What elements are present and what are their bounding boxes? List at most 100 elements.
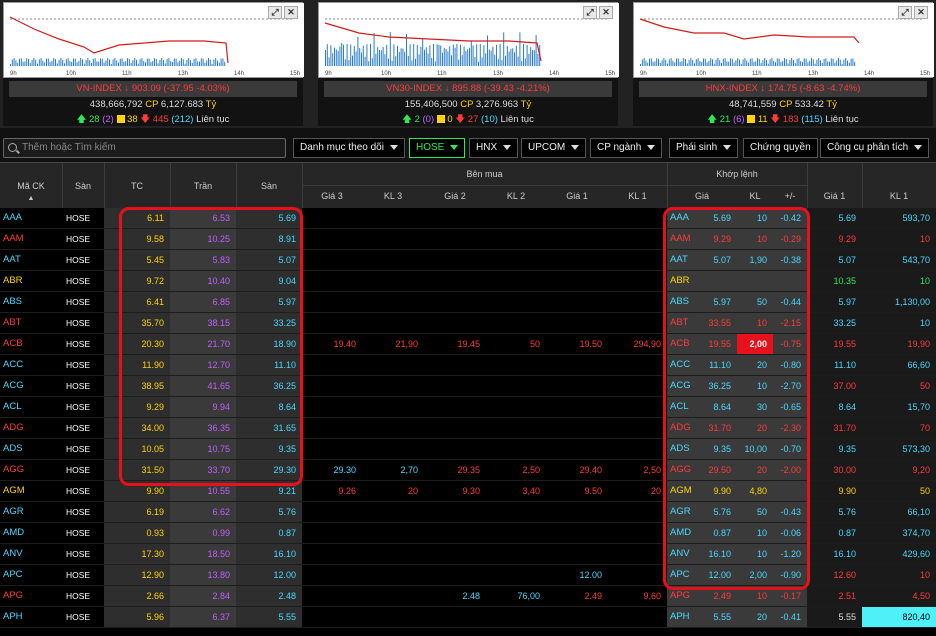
cell-a1: 8.64 [807,397,862,417]
cell-ex: HOSE [66,507,91,517]
close-icon[interactable]: ✕ [284,6,298,19]
cell-match-symbol[interactable]: ACC [667,355,703,375]
cell-match-symbol[interactable]: ACB [667,334,703,354]
table-row[interactable]: APC HOSE 12.90 13.80 12.00 12.00 APC 12.00 2,00-… [0,565,936,586]
table-row[interactable]: ABS HOSE 6.41 6.85 5.97 ABS 5.97 50 -0.44 5.97 1,1… [0,292,936,313]
cell-g3 [302,229,362,249]
cell-k2 [486,439,546,459]
cell-sym[interactable]: ADG [3,422,24,433]
cell-match-symbol[interactable]: ABS [667,292,703,312]
cell-sym[interactable]: ABR [3,275,23,286]
cell-sym[interactable]: ANV [3,548,23,559]
table-row[interactable]: ABR HOSE 9.72 10.40 9.04 ABR 10.35 10 [0,271,936,292]
cell-mp: 5.55 [703,607,737,627]
cell-match-symbol[interactable]: ABT [667,313,703,333]
index-name-bar[interactable]: HNX-INDEX ↓ 174.75 (-8.63 -4.74%) [639,81,927,97]
cell-match-symbol[interactable]: AGG [667,460,703,480]
index-name-bar[interactable]: VN-INDEX ↓ 903.09 (-37.95 -4.03%) [9,81,297,97]
cell-match-symbol[interactable]: AAT [667,250,703,270]
cell-match-symbol[interactable]: ADG [667,418,703,438]
cell-sym[interactable]: AMD [3,527,25,538]
cell-sym[interactable]: ACB [3,338,23,349]
hose-dropdown[interactable]: HOSE [409,138,466,158]
cell-sym[interactable]: ACL [3,401,22,412]
cell-g3 [302,439,362,459]
cell-sym[interactable]: ABT [3,317,22,328]
table-row[interactable]: AAM HOSE 9.58 10.25 8.91 AAM 9.29 10 -0.29 9.29 10 [0,229,936,250]
cell-match-symbol[interactable]: ACL [667,397,703,417]
cell-mv: 10 [737,229,773,249]
cell-match-symbol[interactable]: ADS [667,439,703,459]
table-row[interactable]: AAT HOSE 5.45 5.83 5.07 AAT 5.07 1,90 -0.38 5.07 5… [0,250,936,271]
cell-g2 [424,313,486,333]
cell-sym[interactable]: AAA [3,212,23,223]
table-row[interactable]: AMD HOSE 0.93 0.99 0.87 AMD 0.87 10 -0.06 0.87 374… [0,523,936,544]
index-name-bar[interactable]: VN30-INDEX ↓ 895.88 (-39.43 -4.21%) [324,81,612,97]
cell-sym[interactable]: APG [3,590,24,601]
cell-sym[interactable]: AAM [3,233,24,244]
cell-k3 [362,271,424,291]
cell-mp: 11.10 [703,355,737,375]
cell-k1 [608,271,667,291]
cell-tr: 10.25 [170,229,236,249]
cell-ak1: 593,70 [862,208,936,228]
cell-sym[interactable]: ACC [3,359,24,370]
table-row[interactable]: ANV HOSE 17.30 18.50 16.10 ANV 16.10 10 -1.20 16.… [0,544,936,565]
table-row[interactable]: ADG HOSE 34.00 36.35 31.65 ADG 31.70 20 -2.30 31.… [0,418,936,439]
upcom-dropdown[interactable]: UPCOM [521,138,587,158]
table-row[interactable]: ACC HOSE 11.90 12.70 11.10 ACC 11.10 20 -0.80 11.… [0,355,936,376]
cell-sym[interactable]: ABS [3,296,23,307]
sort-up-icon[interactable]: ▲ [27,195,35,202]
expand-icon[interactable]: ⤢ [898,6,912,19]
cell-sym[interactable]: ACG [3,380,24,391]
close-icon[interactable]: ✕ [914,6,928,19]
table-row[interactable]: APH HOSE 5.96 6.37 5.55 APH 5.55 20 -0.41 5.55 820… [0,607,936,628]
table-row[interactable]: AGM HOSE 9.90 10.55 9.21 9.26 20 9.30 3,40 9.50 20… [0,481,936,502]
expand-icon[interactable]: ⤢ [268,6,282,19]
table-row[interactable]: ACB HOSE 20.30 21.70 18.90 19.40 21,90 19.45 50 1… [0,334,936,355]
cell-sn: 18.90 [236,334,302,354]
table-row[interactable]: ACG HOSE 38.95 41.65 36.25 ACG 36.25 10 -2.70 37.… [0,376,936,397]
cell-match-symbol[interactable]: AAM [667,229,703,249]
cell-match-symbol[interactable]: AMD [667,523,703,543]
chevron-down-icon [647,144,656,150]
derivative-dropdown[interactable]: Phái sinh [669,138,739,158]
cell-mp: 5.07 [703,250,737,270]
cell-match-symbol[interactable]: APH [667,607,703,627]
cell-mc: -0.17 [773,586,807,606]
expand-icon[interactable]: ⤢ [583,6,597,19]
table-row[interactable]: AGG HOSE 31.50 33.70 29.30 29.30 2,70 29.35 2,50… [0,460,936,481]
cell-sym[interactable]: AGM [3,485,25,496]
cell-sym[interactable]: APH [3,611,23,622]
cell-sym[interactable]: AGG [3,464,25,475]
header-symbol[interactable]: Mã CK [17,181,45,191]
cell-match-symbol[interactable]: AGR [667,502,703,522]
table-row[interactable]: AAA HOSE 6.11 6.53 5.69 AAA 5.69 10 -0.42 5.69 593… [0,208,936,229]
cell-match-symbol[interactable]: ACG [667,376,703,396]
table-row[interactable]: ADS HOSE 10.05 10.75 9.35 ADS 9.35 10,00 -0.70 9.… [0,439,936,460]
table-row[interactable]: ABT HOSE 35.70 38.15 33.25 ABT 33.55 10 -2.15 33.… [0,313,936,334]
search-input[interactable]: Thêm hoặc Tìm kiếm [3,138,286,158]
cell-g1 [546,292,608,312]
cell-sym[interactable]: AAT [3,254,21,265]
table-row[interactable]: ACL HOSE 9.29 9.94 8.64 ACL 8.64 30 -0.65 8.64 15,… [0,397,936,418]
cell-match-symbol[interactable]: AAA [667,208,703,228]
tools-dropdown[interactable]: Công cụ phân tích [820,138,930,158]
cell-match-symbol[interactable]: ABR [667,271,703,291]
warrant-button[interactable]: Chứng quyền [743,138,818,158]
watchlist-dropdown[interactable]: Danh mục theo dõi [293,138,405,158]
cell-sym[interactable]: APC [3,569,23,580]
cell-match-symbol[interactable]: APG [667,586,703,606]
close-icon[interactable]: ✕ [599,6,613,19]
sector-dropdown[interactable]: CP ngành [590,138,663,158]
cell-sym[interactable]: ADS [3,443,23,454]
cell-match-symbol[interactable]: ANV [667,544,703,564]
table-row[interactable]: AGR HOSE 6.19 6.62 5.76 AGR 5.76 50 -0.43 5.76 66,… [0,502,936,523]
table-row[interactable]: APG HOSE 2.66 2.84 2.48 2.48 76,00 2.49 9,60 APG 2… [0,586,936,607]
cell-match-symbol[interactable]: AGM [667,481,703,501]
cell-g3 [302,607,362,627]
cell-match-symbol[interactable]: APC [667,565,703,585]
hnx-dropdown[interactable]: HNX [469,138,519,158]
cell-sym[interactable]: AGR [3,506,24,517]
index-breadth-line: 🡅 2 (0) 0 🡇 27 (10) Liên tục [318,112,618,128]
